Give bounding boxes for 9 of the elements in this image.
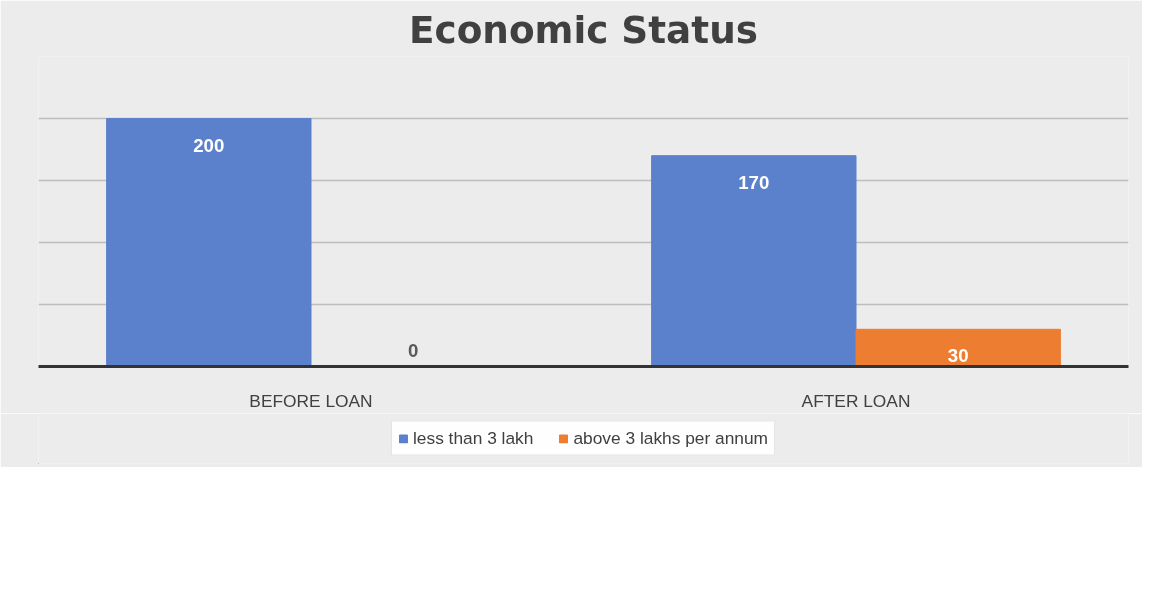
data-label: 30 <box>947 345 969 367</box>
x-tick-label: AFTER LOAN <box>801 390 911 411</box>
legend-label: above 3 lakhs per annum <box>573 427 769 449</box>
data-label: 200 <box>193 134 225 156</box>
legend-label: less than 3 lakh <box>412 427 534 449</box>
chart-title: Economic Status <box>409 7 758 52</box>
data-label: 0 <box>408 339 419 361</box>
x-tick-label: BEFORE LOAN <box>249 390 373 411</box>
data-label: 170 <box>738 171 770 193</box>
